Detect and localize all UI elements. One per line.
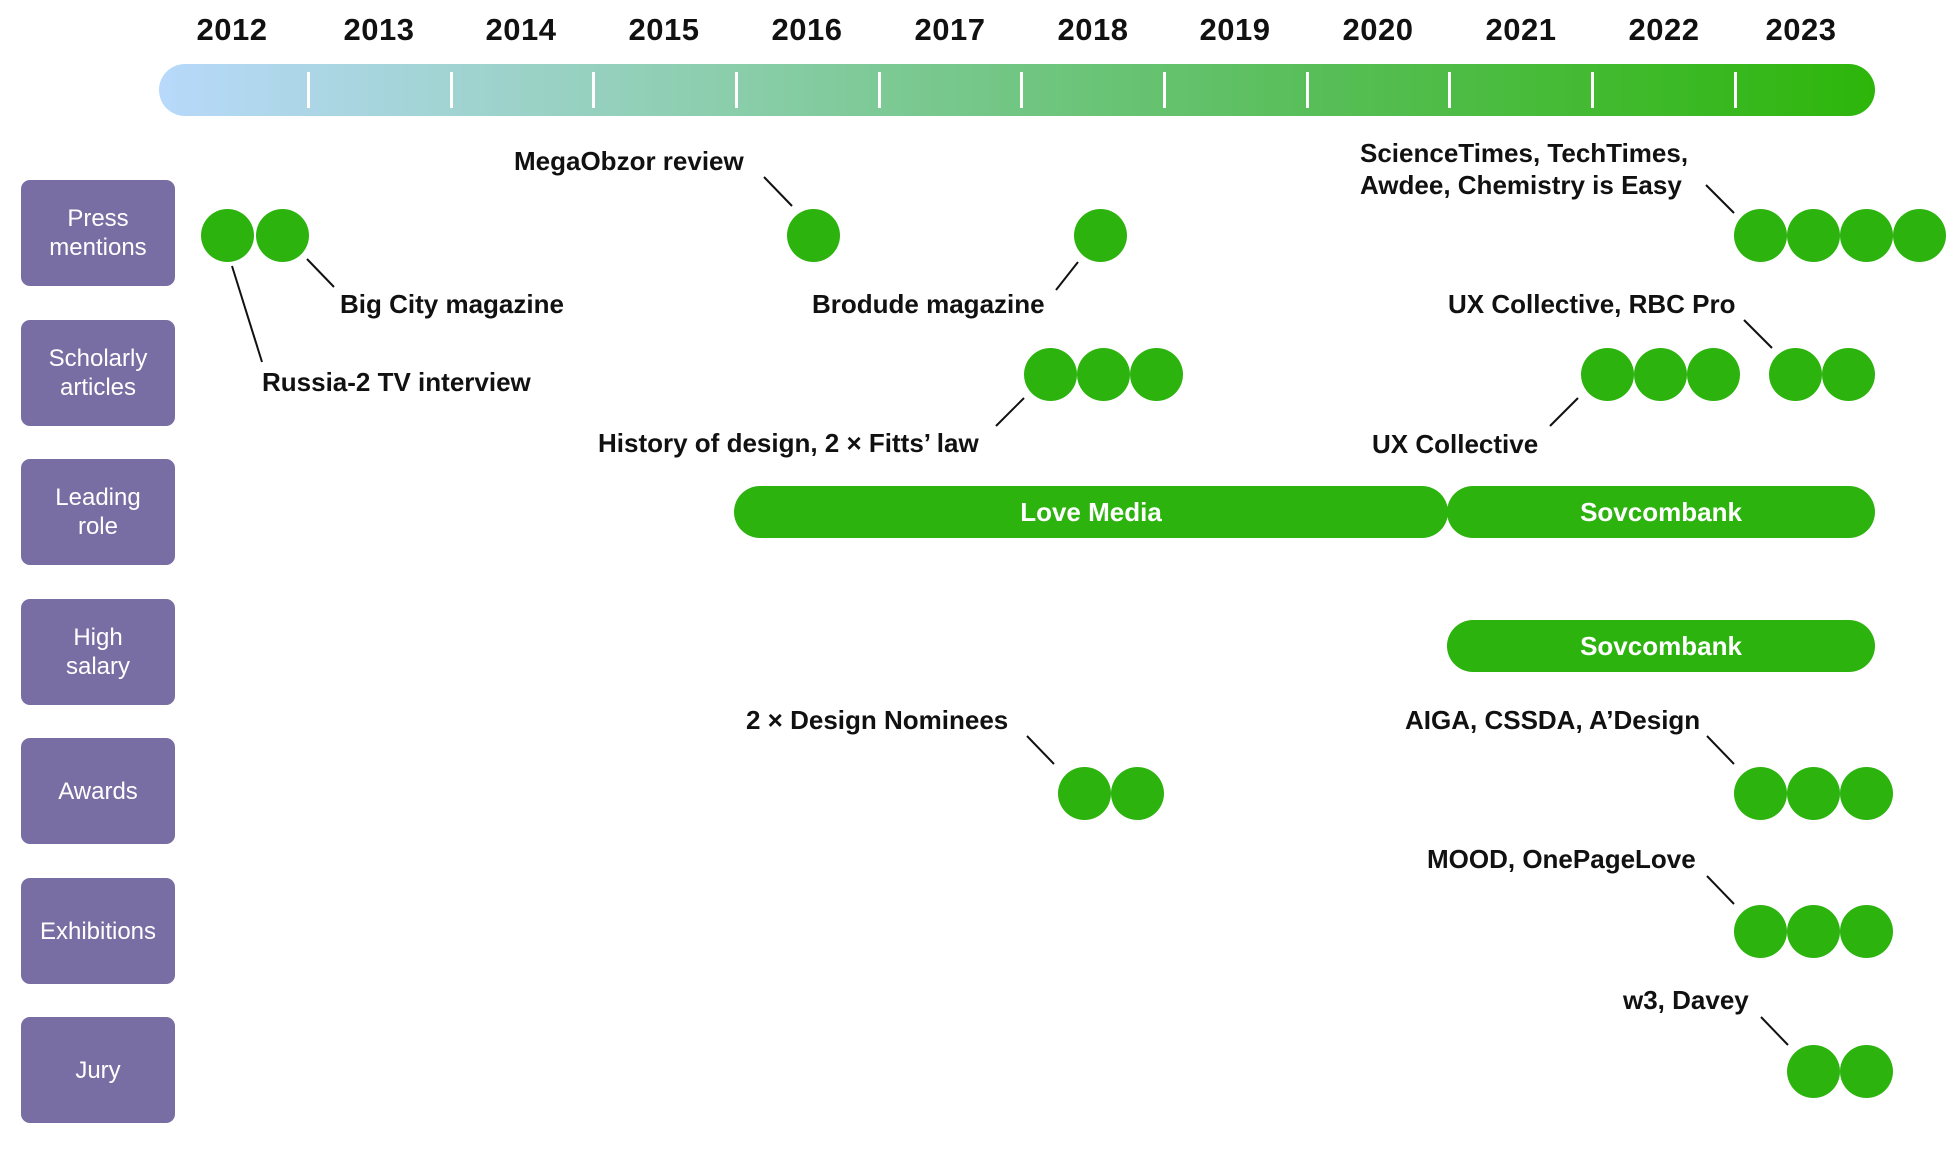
press-mention-dot xyxy=(786,208,840,262)
leader-line xyxy=(1706,735,1735,765)
category-press-mentions: Press mentions xyxy=(21,180,175,286)
scholarly-article-dot xyxy=(1686,347,1740,401)
exhibition-dot xyxy=(1733,904,1787,958)
category-label: Scholarly articles xyxy=(48,345,148,401)
award-dot xyxy=(1110,766,1164,820)
category-label: Jury xyxy=(75,1056,121,1084)
category-label: Leading role xyxy=(55,484,141,540)
scholarly-article-dot xyxy=(1821,347,1875,401)
annotation-label: w3, Davey xyxy=(1623,985,1749,1015)
press-mention-dot xyxy=(200,208,254,262)
year-label: 2020 xyxy=(1342,12,1414,47)
timeline-tick xyxy=(1590,72,1594,108)
scholarly-article-dot xyxy=(1129,347,1183,401)
timeline-tick xyxy=(1019,72,1023,108)
timeline-tick xyxy=(734,72,738,108)
annotation-label: ScienceTimes, TechTimes, xyxy=(1360,138,1689,168)
award-dot xyxy=(1839,766,1893,820)
scholarly-article-dot xyxy=(1076,347,1130,401)
jury-dot xyxy=(1786,1044,1840,1098)
leader-line xyxy=(763,176,793,207)
year-label: 2021 xyxy=(1485,12,1557,47)
category-label: Awards xyxy=(58,777,138,805)
category-scholarly-articles: Scholarly articles xyxy=(21,320,175,426)
timeline-tick xyxy=(306,72,310,108)
role-bar-sovcombank-salary: Sovcombank xyxy=(1447,620,1875,672)
category-leading-role: Leading role xyxy=(21,459,175,565)
leader-line xyxy=(306,258,335,288)
leader-line xyxy=(1705,184,1735,214)
scholarly-article-dot xyxy=(1633,347,1687,401)
leader-line xyxy=(1026,735,1055,765)
category-label: Press mentions xyxy=(49,205,147,261)
timeline-tick xyxy=(877,72,881,108)
leader-line xyxy=(1706,875,1735,905)
annotation-label: 2 × Design Nominees xyxy=(746,705,1009,735)
timeline-tick xyxy=(1305,72,1309,108)
annotation-label: UX Collective xyxy=(1372,429,1539,459)
category-exhibitions: Exhibitions xyxy=(21,878,175,984)
year-label: 2019 xyxy=(1199,12,1271,47)
leader-line xyxy=(1760,1016,1789,1046)
award-dot xyxy=(1733,766,1787,820)
jury-dot xyxy=(1839,1044,1893,1098)
leader-line xyxy=(995,397,1025,427)
role-bar-love-media: Love Media xyxy=(734,486,1448,538)
annotation-label: Brodude magazine xyxy=(812,289,1045,319)
role-label: Love Media xyxy=(1020,496,1162,527)
role-label: Sovcombank xyxy=(1580,496,1742,527)
timeline-tick xyxy=(591,72,595,108)
timeline-tick xyxy=(449,72,453,108)
scholarly-article-dot xyxy=(1023,347,1077,401)
award-dot xyxy=(1786,766,1840,820)
annotation-label: History of design, 2 × Fitts’ law xyxy=(598,428,979,458)
year-label: 2018 xyxy=(1057,12,1129,47)
category-label: High salary xyxy=(65,624,131,680)
annotation-label: Russia-2 TV interview xyxy=(262,367,531,397)
role-label: Sovcombank xyxy=(1580,630,1742,661)
timeline-tick xyxy=(1162,72,1166,108)
press-mention-dot xyxy=(1073,208,1127,262)
press-mention-dot xyxy=(255,208,309,262)
category-label: Exhibitions xyxy=(39,917,157,945)
award-dot xyxy=(1057,766,1111,820)
annotation-label: MegaObzor review xyxy=(514,146,744,176)
annotation-label: Big City magazine xyxy=(340,289,564,319)
leader-line xyxy=(231,265,263,363)
category-high-salary: High salary xyxy=(21,599,175,705)
press-mention-dot xyxy=(1786,208,1840,262)
exhibition-dot xyxy=(1786,904,1840,958)
role-bar-sovcombank-leading: Sovcombank xyxy=(1447,486,1875,538)
category-awards: Awards xyxy=(21,738,175,844)
annotation-label: MOOD, OnePageLove xyxy=(1427,844,1696,874)
year-label: 2016 xyxy=(771,12,843,47)
category-jury: Jury xyxy=(21,1017,175,1123)
press-mention-dot xyxy=(1733,208,1787,262)
year-label: 2022 xyxy=(1628,12,1700,47)
annotation-label: Awdee, Chemistry is Easy xyxy=(1360,170,1682,200)
year-label: 2012 xyxy=(196,12,268,47)
leader-line xyxy=(1743,319,1773,349)
timeline-tick xyxy=(1733,72,1737,108)
year-label: 2017 xyxy=(914,12,986,47)
press-mention-dot xyxy=(1839,208,1893,262)
exhibition-dot xyxy=(1839,904,1893,958)
annotation-label: AIGA, CSSDA, A’Design xyxy=(1405,705,1701,735)
timeline-bar xyxy=(159,64,1875,116)
leader-line xyxy=(1055,261,1079,291)
year-label: 2014 xyxy=(485,12,557,47)
press-mention-dot xyxy=(1892,208,1946,262)
year-label: 2013 xyxy=(343,12,415,47)
annotation-label: UX Collective, RBC Pro xyxy=(1448,289,1736,319)
year-label: 2023 xyxy=(1765,12,1837,47)
scholarly-article-dot xyxy=(1768,347,1822,401)
scholarly-article-dot xyxy=(1580,347,1634,401)
timeline-tick xyxy=(1447,72,1451,108)
year-label: 2015 xyxy=(628,12,700,47)
leader-line xyxy=(1549,397,1579,427)
